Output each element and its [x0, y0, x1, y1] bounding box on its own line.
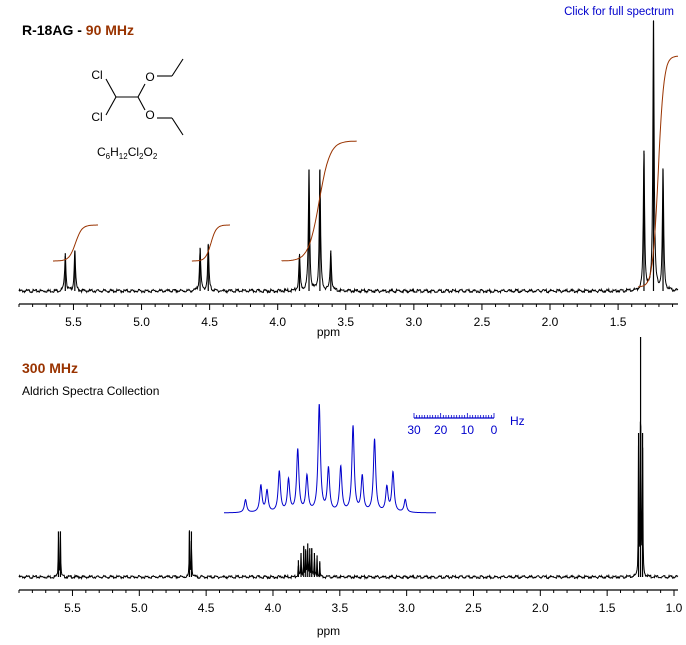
x-tick-label: 3.0 — [398, 601, 415, 615]
bond — [105, 96, 117, 116]
x-tick-label: 3.5 — [337, 315, 354, 329]
molecule-structure — [105, 58, 184, 136]
atom-o-2: O — [145, 108, 154, 122]
field-90mhz: 90 MHz — [86, 22, 134, 38]
bond — [171, 117, 184, 136]
bond — [137, 83, 146, 98]
x-tick-label: 4.5 — [201, 315, 218, 329]
x-tick-label: 4.5 — [198, 601, 215, 615]
bond — [171, 58, 184, 77]
hz-scale-bar: 30 20 10 0 — [407, 413, 498, 437]
hz-tick-label: 10 — [461, 423, 475, 437]
bond — [137, 96, 146, 111]
x-tick-label: 5.5 — [64, 601, 81, 615]
atom-cl-1: Cl — [91, 68, 102, 82]
x-tick-label: 1.0 — [666, 601, 683, 615]
integral-curve — [53, 224, 98, 262]
inset-trace — [224, 404, 436, 514]
x-tick-label: 2.5 — [474, 315, 491, 329]
bond — [105, 78, 117, 98]
full-spectrum-link[interactable]: Click for full spectrum — [564, 6, 674, 18]
source-label: Aldrich Spectra Collection — [22, 384, 159, 398]
molecular-formula: C6H12Cl2O2 — [97, 145, 158, 161]
x-tick-label: 4.0 — [269, 315, 286, 329]
spectrum-trace — [18, 421, 679, 581]
x-tick-label: 5.0 — [133, 315, 150, 329]
x-axis-label: ppm — [317, 624, 340, 638]
x-tick-label: 3.5 — [331, 601, 348, 615]
atom-o-1: O — [145, 70, 154, 84]
hz-unit-label: Hz — [510, 414, 525, 428]
sample-header: R-18AG - 90 MHz — [22, 22, 134, 38]
field-300mhz: 300 MHz — [22, 360, 78, 376]
hz-tick-label: 30 — [407, 423, 421, 437]
x-tick-label: 2.0 — [542, 315, 559, 329]
hz-tick-label: 20 — [434, 423, 448, 437]
x-tick-label: 1.5 — [599, 601, 616, 615]
spectrum-trace — [18, 20, 679, 295]
x-axis-label: ppm — [317, 325, 340, 339]
spectrum-90mhz: 5.5 5.0 4.5 4.0 3.5 3.0 2.5 2.0 1.5 ppm — [18, 20, 679, 339]
x-tick-label: 2.5 — [465, 601, 482, 615]
x-tick-label: 4.0 — [265, 601, 282, 615]
x-tick-label: 2.0 — [532, 601, 549, 615]
x-tick-label: 5.0 — [131, 601, 148, 615]
multiplet-expansion-inset — [224, 404, 436, 514]
x-tick-label: 5.5 — [65, 315, 82, 329]
sample-id: R-18AG - — [22, 22, 86, 38]
atom-cl-2: Cl — [91, 110, 102, 124]
x-tick-label: 3.0 — [406, 315, 423, 329]
hz-tick-label: 0 — [491, 423, 498, 437]
x-tick-label: 1.5 — [610, 315, 627, 329]
integral-curve — [191, 224, 230, 262]
integral-curve — [281, 140, 357, 262]
spectrum-300mhz: 5.5 5.0 4.5 4.0 3.5 3.0 2.5 2.0 1.5 1.0 ppm — [18, 337, 683, 638]
integral-curve — [637, 55, 679, 288]
